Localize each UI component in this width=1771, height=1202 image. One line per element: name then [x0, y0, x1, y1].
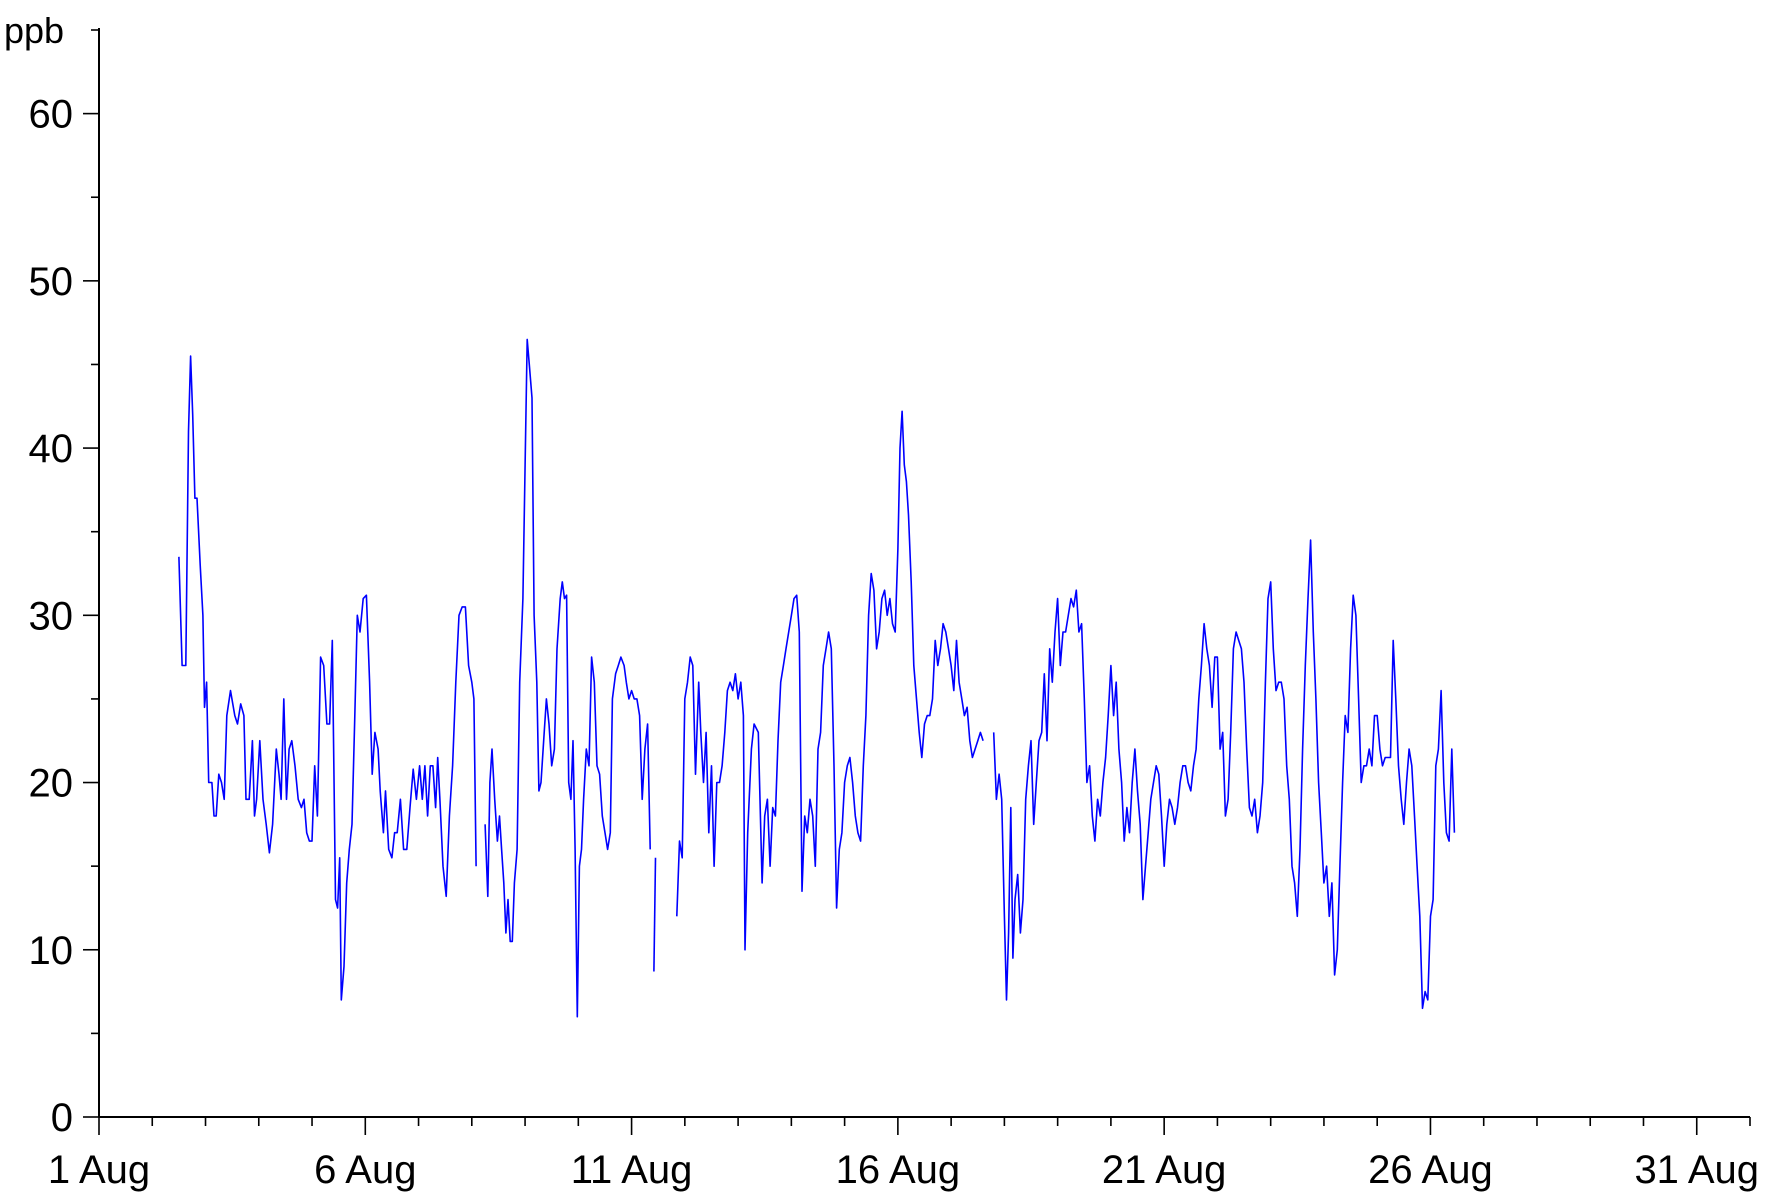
x-axis: 1 Aug 6 Aug 11 Aug 16 Aug 21 Aug 26 Aug 31 Aug [48, 1116, 1759, 1192]
y-tick-label: 40 [29, 427, 74, 471]
x-tick-label: 16 Aug [836, 1148, 961, 1192]
y-tick-label: 50 [29, 260, 74, 304]
x-tick-label: 21 Aug [1102, 1148, 1227, 1192]
y-tick-label: 10 [29, 929, 74, 973]
y-tick-label: 60 [29, 93, 74, 137]
y-axis: 0 10 20 30 40 50 60 [29, 28, 100, 1140]
x-tick-label: 1 Aug [48, 1148, 150, 1192]
series-line-segment [676, 410, 984, 951]
x-tick-label: 26 Aug [1368, 1148, 1493, 1192]
x-tick-label: 11 Aug [571, 1148, 693, 1192]
x-tick-label: 6 Aug [314, 1148, 416, 1192]
plot-area [178, 338, 1456, 1018]
y-tick-label: 20 [29, 762, 74, 806]
x-tick-label: 31 Aug [1634, 1148, 1759, 1192]
series-line-segment [484, 338, 651, 1018]
y-tick-label: 30 [29, 594, 74, 638]
series-line-segment [992, 539, 1456, 1010]
series-line-segment [653, 857, 657, 972]
y-tick-label: 0 [51, 1096, 73, 1140]
y-axis-unit-label: ppb [4, 10, 64, 51]
series-line-segment [178, 355, 477, 1001]
